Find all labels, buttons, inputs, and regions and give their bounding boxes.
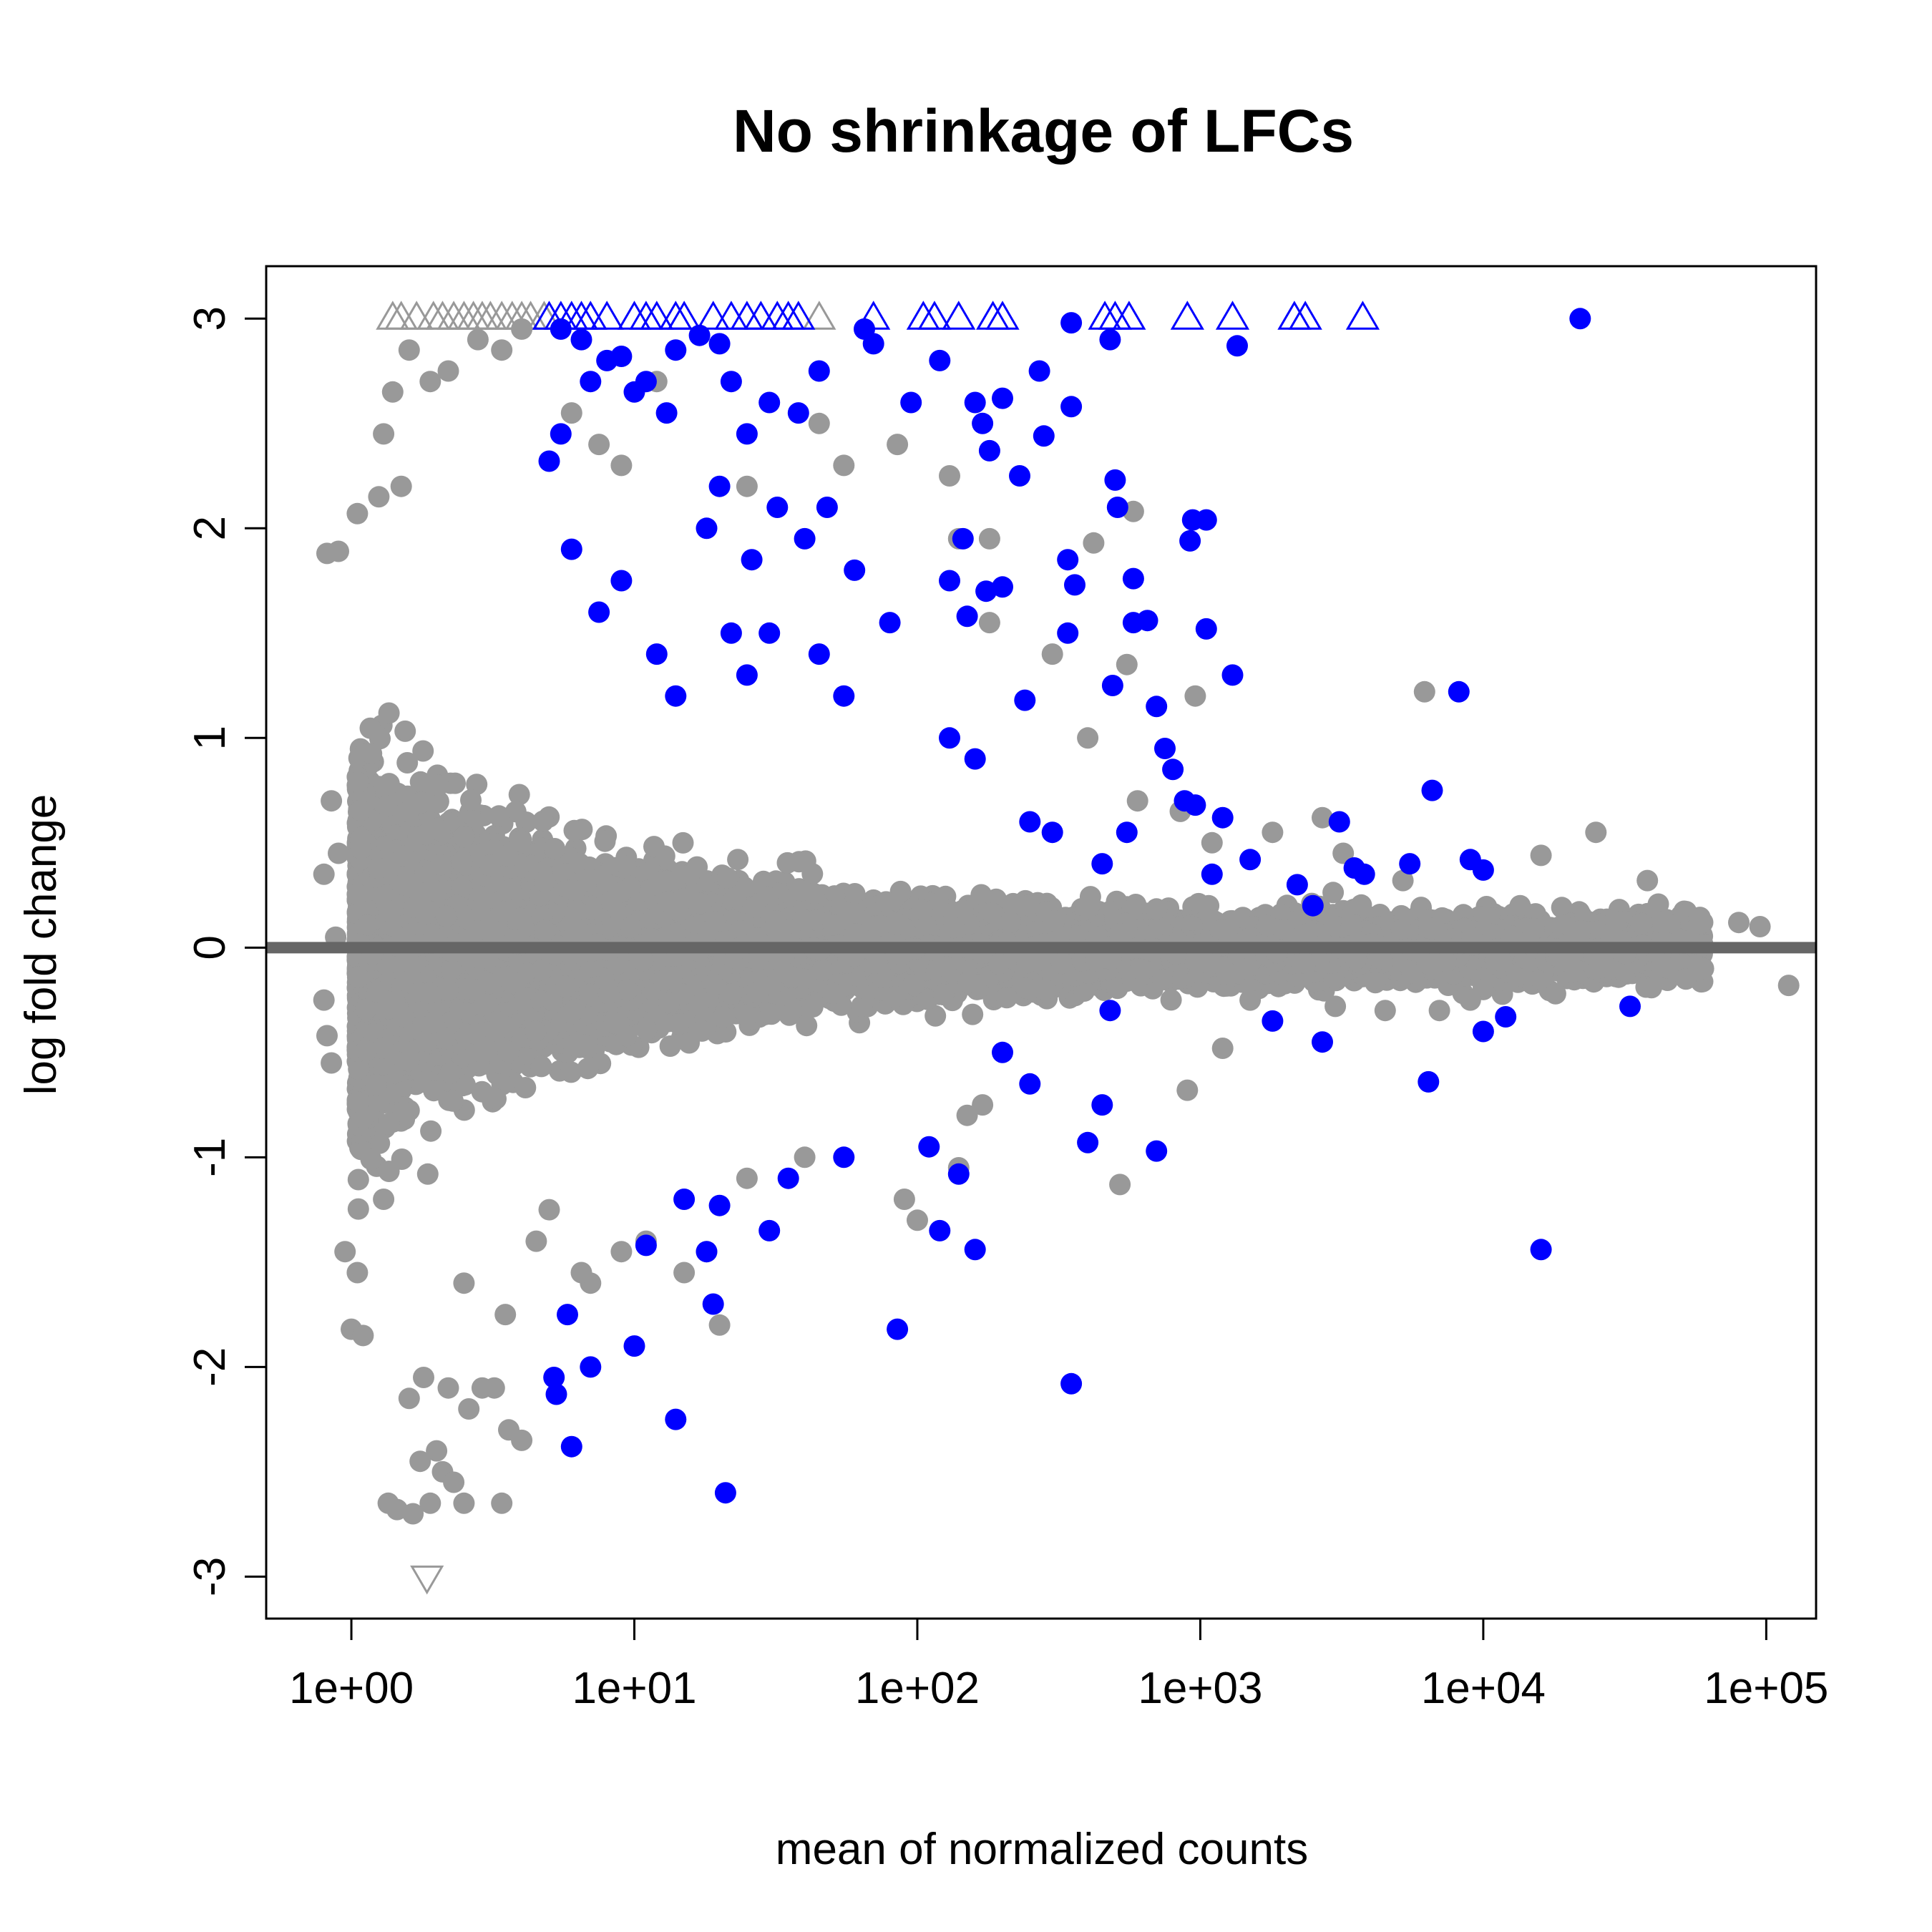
background-point [962, 1003, 984, 1025]
background-point [508, 784, 530, 806]
background-point [672, 831, 694, 854]
background-point [347, 1198, 369, 1220]
background-point [347, 1169, 369, 1191]
background-point [560, 1061, 582, 1083]
background-point [727, 849, 749, 871]
background-point [378, 702, 400, 724]
chart-title: No shrinkage of LFCs [733, 97, 1354, 165]
background-point [1551, 897, 1573, 919]
background-point [1160, 989, 1182, 1011]
background-point [416, 1163, 439, 1185]
background-point [378, 1113, 400, 1135]
background-point [420, 1120, 442, 1142]
background-point [369, 1132, 391, 1154]
background-point [1322, 882, 1345, 904]
